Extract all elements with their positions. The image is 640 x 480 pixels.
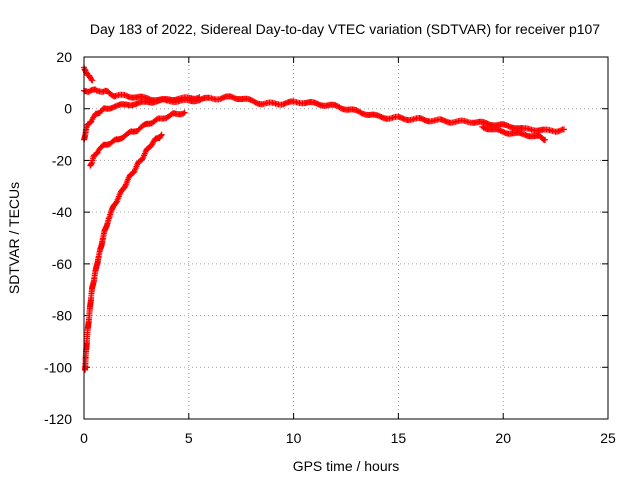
- x-tick-label: 25: [600, 430, 616, 446]
- series-satellite-arc-6: [479, 123, 549, 143]
- series-satellite-arc-1: [81, 64, 96, 84]
- y-axis-label: SDTVAR / TECUs: [6, 182, 22, 294]
- plot-frame: [83, 56, 609, 420]
- grid: [84, 57, 608, 419]
- series-satellite-arc-5: [82, 131, 165, 373]
- x-tick-label: 15: [391, 430, 407, 446]
- x-tick-label: 20: [495, 430, 511, 446]
- y-tick-label: 20: [56, 49, 72, 65]
- y-tick-label: -20: [52, 152, 72, 168]
- y-tick-label: -100: [44, 359, 72, 375]
- y-tick-label: -40: [52, 204, 72, 220]
- x-tick-label: 5: [185, 430, 193, 446]
- data-points: [81, 64, 567, 373]
- chart-title: Day 183 of 2022, Sidereal Day-to-day VTE…: [90, 21, 600, 37]
- y-tick-label: -60: [52, 256, 72, 272]
- x-tick-label: 0: [80, 430, 88, 446]
- y-tick-label: -120: [44, 411, 72, 427]
- y-tick-label: 0: [64, 101, 72, 117]
- x-axis-label: GPS time / hours: [293, 458, 400, 474]
- marker-trace: [82, 131, 165, 373]
- x-tick-label: 10: [286, 430, 302, 446]
- axis-ticks: 0 5 10 15 20 25 -120 -100 -80 -60 -40 -20 0 20: [44, 49, 616, 446]
- y-tick-label: -80: [52, 308, 72, 324]
- series-satellite-arc-4: [87, 109, 188, 169]
- marker-trace: [479, 123, 549, 143]
- marker-trace: [87, 109, 188, 169]
- marker-trace: [81, 64, 96, 84]
